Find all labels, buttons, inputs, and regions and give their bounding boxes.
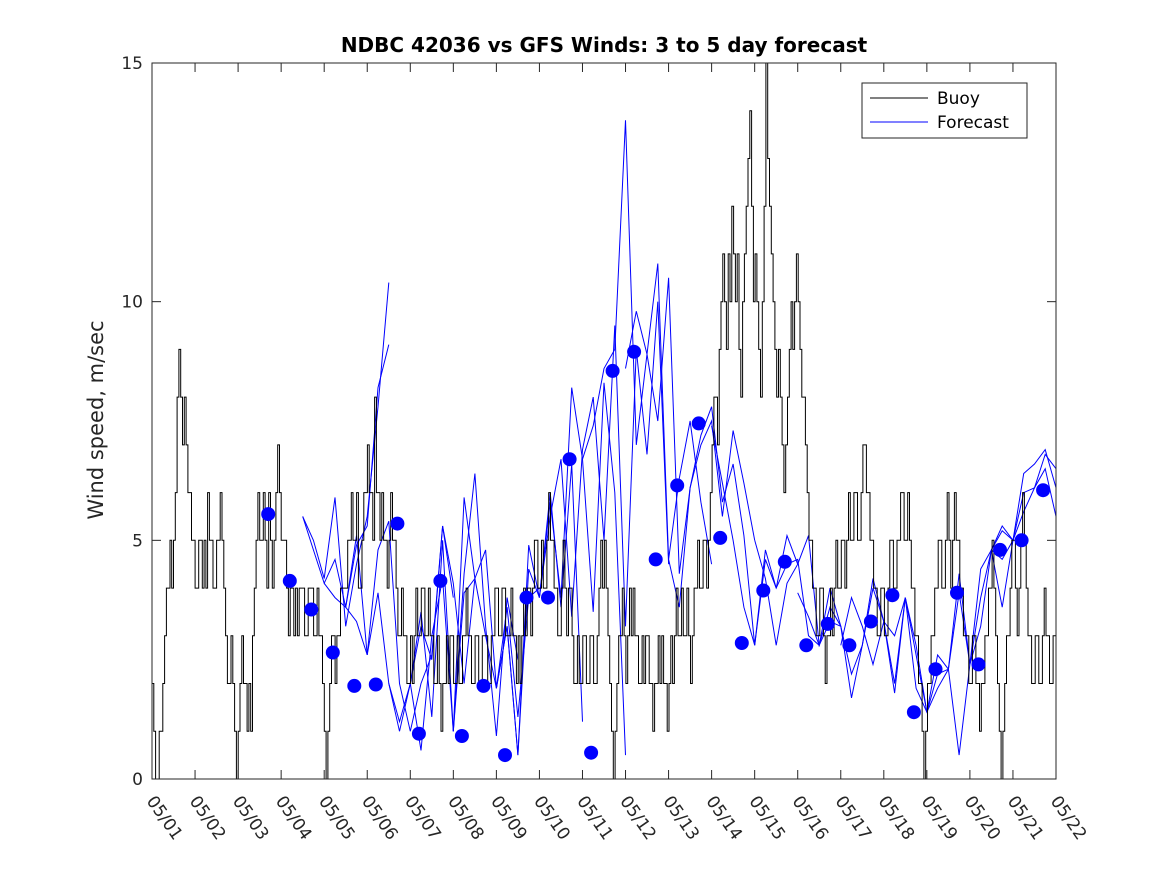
x-tick-label: 05/04 [271,792,315,844]
forecast-marker [282,573,297,588]
legend: Buoy Forecast [861,82,1028,139]
forecast-marker [971,657,986,672]
x-tick-label: 05/03 [228,792,272,844]
x-tick-label: 05/06 [357,792,401,844]
forecast-marker [734,636,749,650]
plot-area [152,63,1056,779]
forecast-line-14 [797,578,928,713]
forecast-marker [411,726,426,741]
legend-box [861,82,1028,139]
y-tick-label: 0 [132,770,143,790]
buoy-series [152,63,1056,779]
y-tick-label: 15 [121,54,143,74]
forecast-line-11 [668,406,799,646]
forecast-marker [863,614,878,629]
forecast-marker [605,363,620,378]
x-tick-label: 05/08 [443,792,487,844]
x-tick-label: 05/18 [874,792,918,844]
forecast-marker [541,590,555,605]
y-axis-label: Wind speed, m/sec [84,320,108,519]
y-tick-label: 10 [121,293,143,313]
forecast-marker [390,516,405,531]
x-tick-label: 05/13 [658,792,702,844]
x-tick-label: 05/09 [486,792,530,844]
forecast-marker [756,583,771,598]
forecast-marker [261,507,276,522]
forecast-marker [820,616,835,631]
forecast-marker [777,554,792,569]
y-tick-label: 5 [132,531,143,551]
forecast-marker [627,344,642,359]
y-axis-ticks: 0 5 10 15 [121,54,1056,790]
forecast-marker [454,729,469,743]
forecast-marker [584,745,599,760]
x-tick-label: 05/02 [185,792,229,844]
x-tick-label: 05/12 [615,792,659,844]
legend-buoy-label: Buoy [937,89,980,109]
forecast-marker [993,542,1007,557]
forecast-markers [261,344,1051,763]
forecast-line-9 [582,120,713,565]
x-tick-label: 05/19 [917,792,961,844]
buoy-line [152,63,1056,779]
forecast-line-17 [926,453,1056,756]
x-tick-label: 05/17 [831,792,875,844]
forecast-marker [519,590,534,605]
chart-title: NDBC 42036 vs GFS Winds: 3 to 5 day fore… [341,33,868,57]
forecast-marker [842,638,857,653]
x-tick-label: 05/22 [1046,792,1090,844]
forecast-marker [799,638,814,653]
x-tick-label: 05/20 [960,792,1004,844]
forecast-marker [1014,533,1029,548]
x-axis-ticks: 05/0105/0205/0305/0405/0505/0605/0705/08… [142,63,1090,844]
forecast-line-12 [711,425,842,647]
forecast-marker [325,645,340,660]
forecast-marker [304,602,319,617]
forecast-marker [433,573,448,588]
forecast-marker [347,678,362,693]
forecast-marker [476,678,491,693]
forecast-marker [950,585,964,600]
x-tick-label: 05/15 [745,792,789,844]
legend-forecast-label: Forecast [937,113,1009,133]
axes-box [151,62,1057,780]
forecast-marker [498,748,512,763]
x-tick-label: 05/05 [314,792,358,844]
x-tick-label: 05/01 [142,792,186,844]
x-tick-label: 05/21 [1003,792,1047,844]
forecast-marker [648,552,663,567]
forecast-marker [906,705,921,720]
forecast-line-13 [754,535,885,699]
x-tick-label: 05/14 [702,792,746,844]
forecast-marker [670,478,685,493]
x-tick-label: 05/11 [572,792,616,844]
forecast-line-10 [625,277,756,574]
forecast-line-18 [969,467,1056,665]
x-tick-label: 05/07 [400,792,444,844]
forecast-marker [713,530,728,545]
forecast-marker [885,588,900,603]
forecast-lines [302,120,1056,756]
forecast-line-19 [990,448,1056,551]
x-tick-label: 05/10 [529,792,573,844]
forecast-marker [928,662,943,677]
forecast-marker [368,677,383,692]
forecast-marker [1036,483,1051,498]
x-tick-label: 05/16 [788,792,832,844]
forecast-marker [691,416,706,431]
forecast-marker [562,452,577,467]
